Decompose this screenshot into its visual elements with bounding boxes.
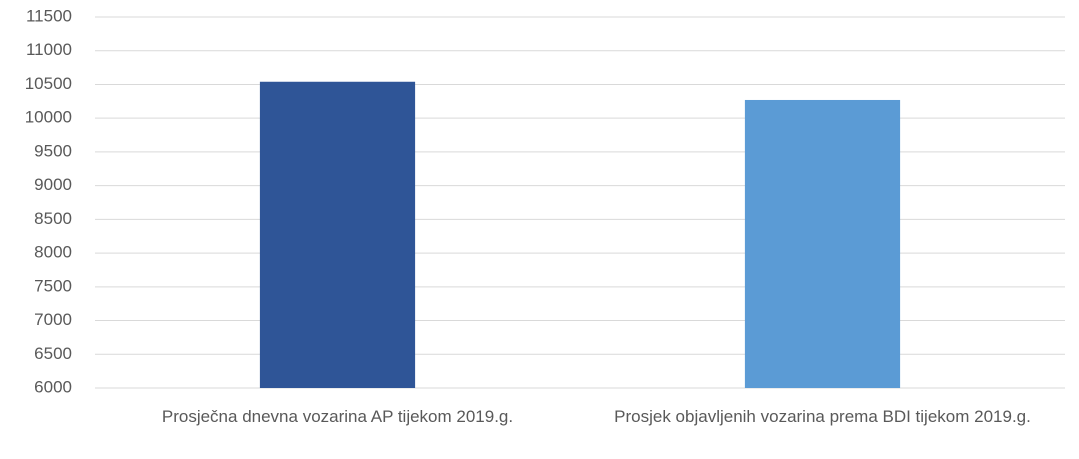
y-tick-label: 10000 [25, 108, 72, 127]
bar [259, 81, 416, 389]
y-tick-label: 6000 [34, 377, 72, 396]
y-tick-label: 11000 [26, 40, 72, 59]
bar [744, 99, 901, 389]
y-tick-label: 9500 [34, 141, 72, 160]
y-tick-label: 10500 [25, 74, 72, 93]
x-tick-label: Prosječna dnevna vozarina AP tijekom 201… [161, 407, 514, 426]
y-tick-label: 9000 [34, 175, 72, 194]
y-tick-label: 8500 [34, 209, 72, 228]
y-tick-label: 11500 [26, 6, 72, 25]
y-tick-label: 8000 [34, 243, 72, 262]
x-tick-label: Prosjek objavljenih vozarina prema BDI t… [614, 407, 1031, 426]
y-tick-label: 7000 [34, 310, 72, 329]
y-tick-label: 7500 [34, 276, 72, 295]
y-tick-label: 6500 [34, 344, 72, 363]
